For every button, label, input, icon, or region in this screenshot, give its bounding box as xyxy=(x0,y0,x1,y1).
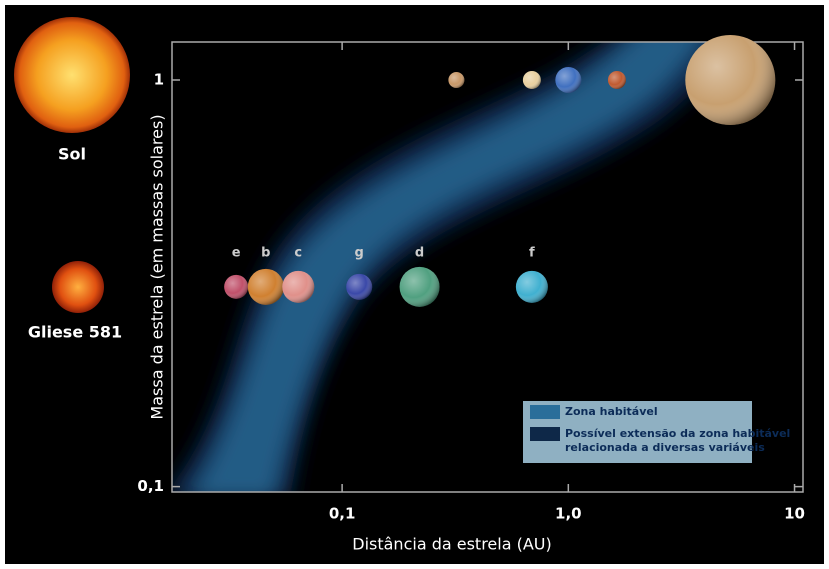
planet-shade xyxy=(448,71,465,88)
planet-shade xyxy=(607,70,626,89)
star-label: Sol xyxy=(58,145,86,164)
planet-label: d xyxy=(415,246,424,261)
planet-shade xyxy=(224,274,249,299)
legend-label: Zona habitável xyxy=(565,405,658,418)
planet-label: c xyxy=(294,246,302,261)
legend-label: Possível extensão da zona habitável xyxy=(565,427,790,440)
y-axis-label: Massa da estrela (em massas solares) xyxy=(148,114,167,419)
legend-box xyxy=(523,401,752,463)
planet-shade xyxy=(399,266,440,307)
sun-image xyxy=(14,17,130,133)
x-axis-label: Distância da estrela (AU) xyxy=(352,535,552,554)
plot-frame xyxy=(171,41,804,493)
y-tick-label: 0,1 xyxy=(137,477,164,495)
planet-shade xyxy=(346,273,373,300)
x-tick-label: 10 xyxy=(784,505,805,523)
legend-label: relacionada a diversas variáveis xyxy=(565,441,765,454)
legend-swatch xyxy=(530,427,560,441)
habitable-zone xyxy=(172,42,739,492)
x-tick-label: 1,0 xyxy=(555,505,582,523)
planet-label: b xyxy=(261,246,270,261)
planet-label: g xyxy=(355,246,364,261)
planet-shade xyxy=(282,270,315,303)
gliese-image xyxy=(52,261,104,313)
planet-shade xyxy=(247,268,284,305)
planet-shade xyxy=(522,70,541,89)
star-label: Gliese 581 xyxy=(28,323,122,342)
planet-label: e xyxy=(232,246,241,261)
planet-shade xyxy=(515,270,548,303)
legend-swatch xyxy=(530,405,560,419)
x-tick-label: 0,1 xyxy=(329,505,356,523)
y-tick-label: 1 xyxy=(154,70,164,88)
planet-shade xyxy=(685,34,776,125)
planet-shade xyxy=(555,66,582,93)
planet-label: f xyxy=(529,246,535,261)
